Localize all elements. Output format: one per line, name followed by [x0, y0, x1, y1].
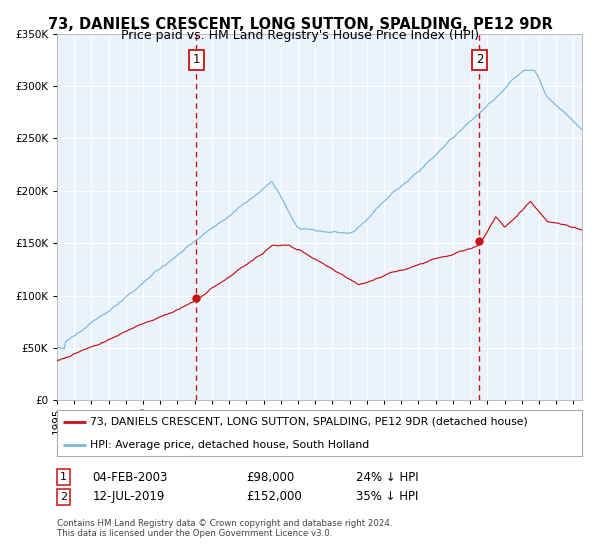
- Text: 1: 1: [60, 472, 67, 482]
- Text: 12-JUL-2019: 12-JUL-2019: [93, 490, 165, 503]
- Text: 35% ↓ HPI: 35% ↓ HPI: [356, 490, 419, 503]
- Text: £152,000: £152,000: [246, 490, 302, 503]
- Text: HPI: Average price, detached house, South Holland: HPI: Average price, detached house, Sout…: [90, 440, 370, 450]
- Text: This data is licensed under the Open Government Licence v3.0.: This data is licensed under the Open Gov…: [57, 529, 332, 538]
- Text: 04-FEB-2003: 04-FEB-2003: [93, 470, 168, 484]
- Text: 1: 1: [193, 53, 200, 66]
- Text: 2: 2: [476, 53, 483, 66]
- Text: Contains HM Land Registry data © Crown copyright and database right 2024.: Contains HM Land Registry data © Crown c…: [57, 519, 392, 528]
- Text: 24% ↓ HPI: 24% ↓ HPI: [356, 470, 419, 484]
- Text: Price paid vs. HM Land Registry's House Price Index (HPI): Price paid vs. HM Land Registry's House …: [121, 29, 479, 42]
- Text: 73, DANIELS CRESCENT, LONG SUTTON, SPALDING, PE12 9DR: 73, DANIELS CRESCENT, LONG SUTTON, SPALD…: [47, 17, 553, 32]
- Text: £98,000: £98,000: [246, 470, 294, 484]
- Text: 73, DANIELS CRESCENT, LONG SUTTON, SPALDING, PE12 9DR (detached house): 73, DANIELS CRESCENT, LONG SUTTON, SPALD…: [90, 417, 528, 427]
- Text: 2: 2: [60, 492, 67, 502]
